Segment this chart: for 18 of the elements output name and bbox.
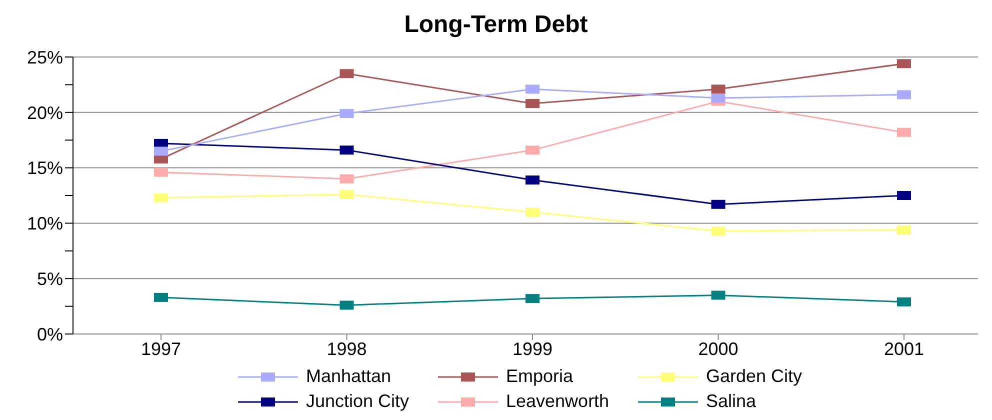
legend-label: Garden City: [706, 366, 802, 387]
legend-label: Junction City: [306, 391, 410, 412]
x-tick-label: 1997: [140, 338, 182, 359]
y-tick-label: 10%: [26, 214, 63, 234]
legend-label: Manhattan: [306, 366, 392, 387]
legend-label: Leavenworth: [506, 391, 610, 412]
y-tick-label: 25%: [26, 47, 63, 68]
x-tick-label: 2000: [698, 338, 738, 359]
chart-title: Long-Term Debt: [403, 10, 589, 40]
legend-label: Salina: [706, 391, 756, 412]
y-tick-label: 15%: [26, 158, 63, 178]
y-tick-label: 5%: [36, 268, 63, 289]
y-tick-label: 20%: [26, 102, 63, 123]
x-tick-label: 1999: [512, 338, 553, 359]
y-tick-label: 0%: [36, 324, 63, 344]
x-tick-label: 2001: [884, 338, 924, 359]
x-tick-label: 1998: [326, 338, 367, 359]
legend-label: Emporia: [506, 366, 574, 387]
